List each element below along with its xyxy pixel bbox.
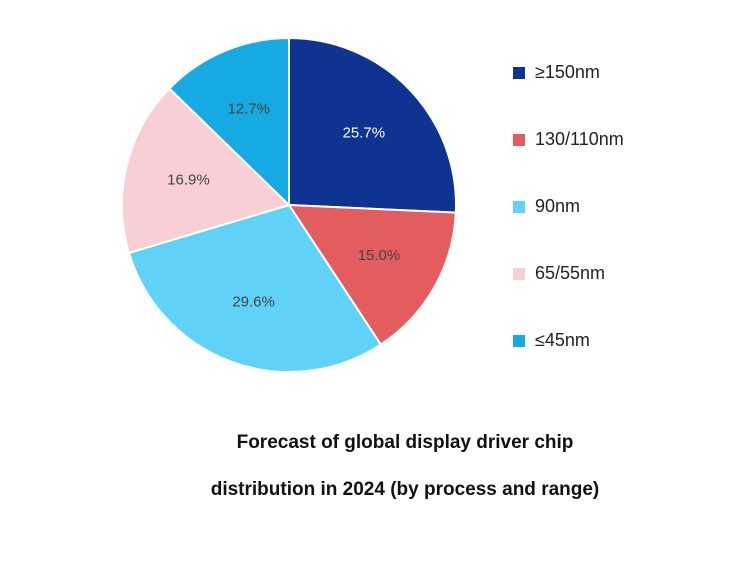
slice-label: 12.7% <box>227 101 270 118</box>
legend-swatch <box>513 134 525 146</box>
chart-title: distribution in 2024 (by process and ran… <box>211 479 600 500</box>
slice-label: 16.9% <box>167 171 210 188</box>
slice-label: 25.7% <box>343 124 386 141</box>
legend-swatch <box>513 268 525 280</box>
legend-swatch <box>513 67 525 79</box>
legend-label: 90nm <box>535 196 580 216</box>
legend-label: ≥150nm <box>535 62 600 82</box>
pie-slice <box>287 203 457 346</box>
legend-label: ≤45nm <box>535 330 590 350</box>
legend-label: 65/55nm <box>535 263 605 283</box>
legend-swatch <box>513 335 525 347</box>
slice-label: 15.0% <box>358 247 401 264</box>
pie-slice <box>167 36 290 208</box>
pie-slice <box>127 203 383 373</box>
pie-slice <box>121 87 291 255</box>
pie-slice <box>288 36 457 214</box>
legend-swatch <box>513 201 525 213</box>
chart-title: Forecast of global display driver chip <box>237 432 574 453</box>
legend-label: 130/110nm <box>535 129 624 149</box>
slice-label: 29.6% <box>232 293 275 310</box>
